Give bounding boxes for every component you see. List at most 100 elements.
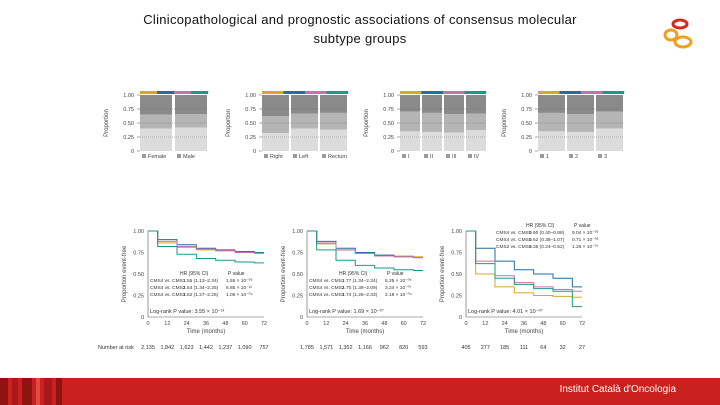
bar1-bar-mid xyxy=(175,114,207,128)
km1-number-at-risk: 1,090 xyxy=(238,345,252,351)
km3-ytick: 0.75 xyxy=(451,251,462,257)
bar4-legend-swatch xyxy=(540,154,544,158)
bar4-ytick: 1.00 xyxy=(521,93,532,99)
km2-legend-pvalue: 5.25 × 10⁻⁰⁵ xyxy=(385,278,412,284)
km3-xtick: 0 xyxy=(464,321,467,327)
bar3-legend-swatch xyxy=(402,154,406,158)
bar1-ytick: 0.50 xyxy=(123,121,134,127)
bar4-bar-light xyxy=(567,131,594,151)
bar3-legend-swatch xyxy=(424,154,428,158)
bar3-top-strip xyxy=(464,91,487,94)
km1-legend-p-header: P value xyxy=(228,271,245,277)
km2-xtick: 0 xyxy=(305,321,308,327)
km2-legend-hr: 1.70 (1.39–2.09) xyxy=(342,285,378,291)
bar3-ytick: 0 xyxy=(391,149,394,155)
bar4-top-strip xyxy=(602,91,625,94)
km2-ytick: 1.00 xyxy=(292,229,303,235)
km3-xtick: 72 xyxy=(579,321,585,327)
bar2-legend-swatch xyxy=(322,154,326,158)
bar2-category-label: Rectum xyxy=(328,154,347,160)
bar2-legend-swatch xyxy=(293,154,297,158)
bar4-category-label: 2 xyxy=(575,154,578,160)
km1-xtick: 60 xyxy=(242,321,248,327)
bar1-legend-swatch xyxy=(177,154,181,158)
bar3-ytick: 0.75 xyxy=(383,107,394,113)
km2-ytick: 0 xyxy=(300,315,303,321)
km2-xlabel: Time (months) xyxy=(346,329,384,335)
km3-number-at-risk: 185 xyxy=(500,345,509,351)
bar3-bar-light xyxy=(444,132,464,151)
bar2-category-label: Left xyxy=(299,154,309,160)
bar2-ytick: 0.25 xyxy=(245,135,256,141)
km1-legend-hr-header: HR (95% CI) xyxy=(180,271,209,277)
km2-number-at-risk: 1,166 xyxy=(358,345,372,351)
km3-xtick: 60 xyxy=(560,321,566,327)
figure-panels: Proportion 1.00 0.75 0.50 0.25 0 Female Male Pro… xyxy=(98,91,625,351)
km3-ylabel: Proportion event-free xyxy=(440,245,446,302)
bar4-bar-dark xyxy=(538,95,565,113)
km2-number-at-risk: 962 xyxy=(380,345,389,351)
km1-curve-CMS2 xyxy=(148,230,264,253)
bar4-ytick: 0.50 xyxy=(521,121,532,127)
bar2-bar-mid xyxy=(262,116,289,134)
km1-number-at-risk: 1,237 xyxy=(218,345,232,351)
bar1-top-strip xyxy=(157,91,175,94)
km3-logrank: Log-rank P value: 4.01 × 10⁻⁰⁷ xyxy=(468,308,543,315)
km1-legend-hr: 1.52 (1.27–2.25) xyxy=(183,292,219,298)
km2-xtick: 48 xyxy=(381,321,387,327)
km2-curve-CMS4 xyxy=(307,230,423,272)
km3-number-at-risk: 64 xyxy=(540,345,546,351)
bar4-ylabel: Proportion xyxy=(502,109,508,137)
km3-legend-hr: 0.62 (0.38–1.07) xyxy=(529,237,565,243)
km3-legend-hr-header: HR (95% CI) xyxy=(526,223,555,229)
km1-legend-hr: 1.54 (1.34–2.25) xyxy=(183,285,219,291)
footer-bar: Institut Català d'Oncologia xyxy=(0,378,720,405)
bar3-top-strip xyxy=(443,91,465,94)
bar2-top-strip xyxy=(262,91,284,94)
bar2-ytick: 0.75 xyxy=(245,107,256,113)
km2-legend-hr: 1.74 (1.26–2.33) xyxy=(342,292,378,298)
bar2-legend-swatch xyxy=(264,154,268,158)
km1-xtick: 72 xyxy=(261,321,267,327)
km1-curve-CMS4 xyxy=(148,230,264,264)
km1-legend-comparison: CMS4 vs. CMS1 xyxy=(150,278,186,284)
km3-xtick: 12 xyxy=(482,321,488,327)
km1-ytick: 1.00 xyxy=(133,229,144,235)
km2-number-at-risk: 820 xyxy=(399,345,408,351)
km2-number-at-risk: 1,785 xyxy=(300,345,314,351)
bar3-top-strip xyxy=(421,91,444,94)
bar3-bar-dark xyxy=(444,95,464,115)
bar1-top-strip xyxy=(174,91,192,94)
km3-curve-CMS3 xyxy=(466,230,582,292)
km2-ylabel: Proportion event-free xyxy=(281,245,287,302)
km1-number-at-risk-label: Number at risk xyxy=(98,345,134,351)
km3-legend-hr: 0.35 (0.24–0.52) xyxy=(529,244,565,250)
km1-legend-pvalue: 6.85 × 10⁻¹² xyxy=(226,285,252,291)
km3-legend-hr: 0.60 (0.40–0.88) xyxy=(529,230,565,236)
km1-logrank: Log-rank P value: 3.55 × 10⁻¹³ xyxy=(150,309,224,315)
bar2-ylabel: Proportion xyxy=(226,109,232,137)
km1-xtick: 24 xyxy=(184,321,190,327)
km3-number-at-risk: 277 xyxy=(481,345,490,351)
km2-number-at-risk: 1,352 xyxy=(339,345,353,351)
logo-ring-right xyxy=(673,35,693,49)
bar4-bar-mid xyxy=(596,111,623,129)
bar4-category-label: 1 xyxy=(546,154,549,160)
km1-legend-comparison: CMS4 vs. CMS2 xyxy=(150,285,186,291)
km1-legend-comparison: CMS4 vs. CMS3 xyxy=(150,292,186,298)
bar3-legend-swatch xyxy=(446,154,450,158)
bar2-bar-light xyxy=(320,129,347,151)
km1-number-at-risk: 2,135 xyxy=(141,345,155,351)
km3-ytick: 0.50 xyxy=(451,272,462,278)
km1-number-at-risk: 1,623 xyxy=(180,345,194,351)
km2-xtick: 24 xyxy=(343,321,349,327)
bar1-ytick: 1.00 xyxy=(123,93,134,99)
bar4-legend-swatch xyxy=(569,154,573,158)
bar2-bar-light xyxy=(291,128,318,151)
bar4-ytick: 0.25 xyxy=(521,135,532,141)
km3-ytick: 0 xyxy=(459,315,462,321)
bar4-bar-dark xyxy=(567,95,594,115)
bar4-bar-dark xyxy=(596,95,623,112)
bar4-bar-light xyxy=(596,128,623,151)
footer-institution: Institut Català d'Oncologia xyxy=(559,384,676,395)
